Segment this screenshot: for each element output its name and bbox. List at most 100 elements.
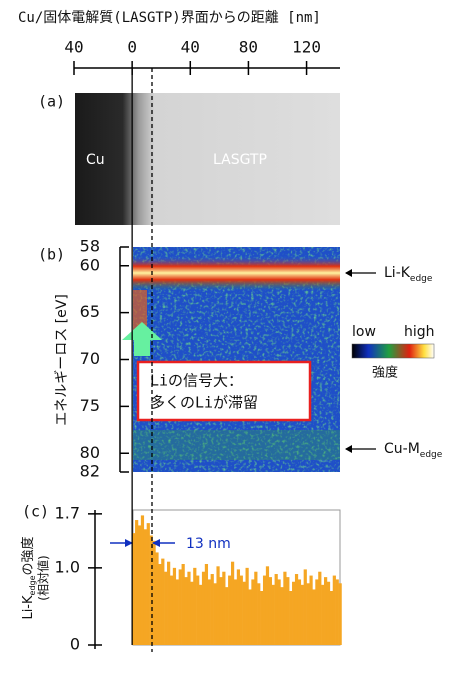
spectrum-bar	[132, 533, 136, 645]
y-axis-title: Li-Kedgeの強度 (相対値)	[20, 536, 51, 619]
spectrum-bar	[201, 571, 206, 645]
y-tick-label: 70	[80, 349, 100, 368]
spectrum-bar	[233, 579, 238, 645]
spectrum-bar	[312, 589, 316, 645]
spectrum-bar	[242, 581, 246, 645]
spectrum-bar	[152, 540, 156, 645]
spectrum-bar	[140, 515, 145, 645]
annotation: Li-Kedge Cu-Medge	[345, 265, 443, 460]
spectrum-bar	[248, 589, 252, 645]
spectrum-bar	[196, 575, 200, 645]
spectrum-bar	[158, 564, 162, 645]
spectrum-bar	[207, 579, 211, 645]
spectrum-bar	[254, 571, 258, 645]
spectrum-bar	[193, 567, 197, 645]
spectrum-bar	[187, 571, 191, 645]
y-tick-label: 65	[80, 302, 100, 321]
intensity-axis: 0 1.0 1.7	[55, 503, 102, 654]
spectrum-bar	[294, 574, 299, 645]
y-tick-label: 82	[80, 462, 100, 481]
colorbar-title: 強度	[372, 365, 398, 381]
arrow	[122, 322, 162, 356]
spectrum-bar	[274, 574, 278, 645]
callout-box	[136, 360, 312, 422]
spectrum-bar	[167, 561, 171, 645]
spectrum-bar	[164, 571, 168, 645]
spectrum-bar	[149, 535, 153, 645]
heatmap	[133, 247, 340, 472]
spectrum-bar	[335, 579, 339, 645]
spectrum-bar	[190, 581, 194, 645]
spectrum-bar	[169, 575, 174, 645]
spectrum-bar	[146, 523, 150, 645]
tem-image	[75, 93, 340, 225]
spectrum-bar	[292, 581, 296, 645]
spectrum-bar	[289, 591, 293, 645]
spectrum-bar	[230, 561, 235, 645]
spectrum-bar	[324, 577, 328, 645]
spectrum-bar	[222, 571, 226, 645]
y-tick-label: 80	[80, 443, 100, 462]
callout-text: 多くのLiが滞留	[150, 394, 258, 412]
edge-sub: edge	[410, 274, 433, 284]
x-tick-label: 0	[127, 38, 137, 57]
spectrum-bar	[329, 591, 334, 645]
spectrum-bar	[245, 567, 249, 645]
spectrum-bar	[175, 579, 179, 645]
spectrum-bar	[155, 552, 159, 645]
spectrum-bar	[315, 579, 319, 645]
spectrum-bar	[321, 584, 325, 645]
spectrum-bar	[213, 583, 217, 645]
spectrum-bar	[271, 584, 275, 645]
y-tick-label: 75	[80, 396, 100, 415]
edge-sub: edge	[420, 450, 443, 460]
panel-label: (b)	[38, 246, 65, 264]
x-tick-label: 120	[292, 38, 321, 57]
spectrum	[132, 515, 342, 645]
spectrum-bar	[161, 558, 165, 645]
spectrum-bar	[172, 567, 177, 645]
x-tick-label: 40	[181, 38, 200, 57]
spectrum-bar	[216, 566, 220, 645]
y-tick-label: 58	[80, 237, 100, 256]
spectrum-bar	[262, 575, 267, 645]
y-tick-label: 1.0	[55, 557, 80, 576]
panel-label: (a)	[38, 93, 65, 111]
y-title-line: Li-Kedgeの強度	[20, 536, 37, 619]
figure-title: Cu/固体電解質(LASGTP)界面からの距離 [nm]	[18, 9, 321, 26]
region-label: Cu	[86, 152, 105, 168]
spectrum-bar	[236, 569, 241, 645]
spectrum-bar	[239, 575, 243, 645]
colorbar	[351, 343, 435, 359]
panel-label: (c)	[22, 503, 49, 521]
spectrum-bar	[303, 569, 307, 645]
y-tick-label: 1.7	[55, 503, 80, 522]
spectrum-bar	[326, 581, 331, 645]
spectrum-bar	[184, 577, 188, 645]
spectrum-bar	[143, 529, 147, 645]
spectrum-bar	[199, 584, 203, 645]
edge-label: Cu-Medge	[384, 441, 443, 460]
edge-main: Li-K	[384, 265, 411, 281]
spectrum-bar	[225, 587, 229, 645]
spectrum-bar	[204, 564, 209, 645]
spectrum-bar	[268, 577, 272, 645]
spectrum-bar	[137, 525, 142, 645]
guides	[131, 68, 153, 652]
spectrum-bar	[306, 583, 310, 645]
spectrum-bar	[283, 571, 287, 645]
spectrum-bar	[297, 579, 302, 645]
spectrum-bar	[286, 577, 290, 645]
y-tick-label: 0	[70, 635, 80, 654]
width-annotation: 13 nm	[110, 536, 231, 552]
spectrum-bar	[178, 569, 182, 645]
callout-text: Liの信号大：	[150, 372, 243, 390]
spectrum-bar	[338, 583, 342, 645]
spectrum-bar	[260, 591, 264, 645]
x-tick-label: 40	[64, 38, 83, 57]
y-title-main: Li-K	[21, 595, 36, 620]
spectrum-bar	[318, 571, 322, 645]
spectrum-bar	[265, 566, 270, 645]
y-title-rest: の強度	[20, 536, 36, 575]
